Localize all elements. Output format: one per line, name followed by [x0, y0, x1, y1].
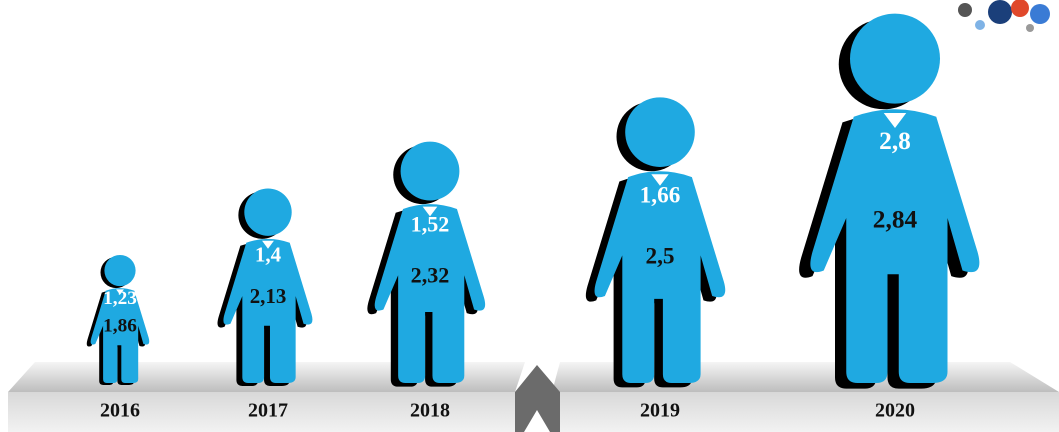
figure	[586, 97, 725, 387]
x-tick-label: 2017	[248, 400, 288, 422]
x-tick-label: 2016	[100, 400, 140, 422]
x-tick-label: 2019	[640, 400, 680, 422]
figure-head	[244, 188, 291, 235]
value-label: 2,5	[645, 244, 674, 270]
x-tick-label: 2018	[410, 400, 450, 422]
value-label: 2,32	[411, 263, 450, 288]
value-label: 2,84	[873, 206, 918, 234]
decoration	[958, 0, 1050, 32]
x-tick-label: 2020	[875, 400, 915, 422]
value-label: 2,13	[250, 284, 287, 308]
value-label: 1,23	[103, 288, 137, 309]
chart: 1,23 1,86 2016 1,4 2,13 2017 1,52 2,32 2018 1,66 2…	[0, 0, 1059, 432]
figures	[87, 14, 980, 389]
figure-head	[401, 142, 460, 201]
figure	[799, 14, 979, 389]
figure-head	[850, 14, 940, 104]
figure-head	[104, 255, 135, 286]
value-label: 1,66	[640, 183, 681, 209]
figure-head	[625, 97, 695, 167]
value-label: 1,4	[255, 242, 282, 266]
value-label: 2,8	[879, 127, 911, 155]
value-label: 1,86	[103, 316, 137, 337]
value-label: 1,52	[411, 211, 450, 236]
